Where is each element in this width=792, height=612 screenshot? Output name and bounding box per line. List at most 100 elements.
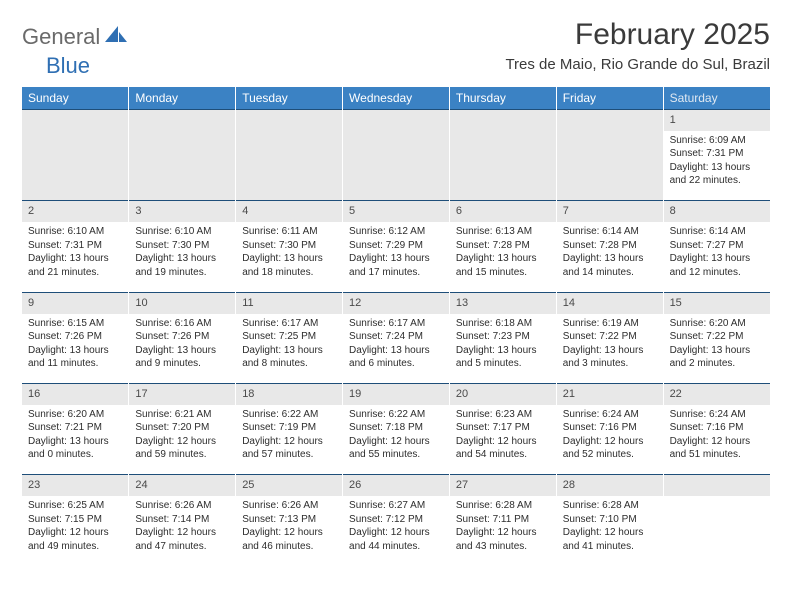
day-number-row: 1	[22, 110, 770, 131]
day-d2: and 5 minutes.	[456, 357, 550, 371]
day-sr: Sunrise: 6:12 AM	[349, 225, 443, 239]
day-d2: and 12 minutes.	[670, 266, 764, 280]
day-info-cell: Sunrise: 6:20 AMSunset: 7:21 PMDaylight:…	[22, 405, 129, 475]
day-d1: Daylight: 13 hours	[242, 344, 336, 358]
day-info-cell: Sunrise: 6:27 AMSunset: 7:12 PMDaylight:…	[343, 496, 450, 566]
day-info-cell: Sunrise: 6:28 AMSunset: 7:10 PMDaylight:…	[556, 496, 663, 566]
day-sr: Sunrise: 6:15 AM	[28, 317, 122, 331]
day-d2: and 18 minutes.	[242, 266, 336, 280]
day-ss: Sunset: 7:29 PM	[349, 239, 443, 253]
day-d1: Daylight: 13 hours	[28, 252, 122, 266]
day-info-cell	[556, 131, 663, 201]
day-info-row: Sunrise: 6:20 AMSunset: 7:21 PMDaylight:…	[22, 405, 770, 475]
day-d1: Daylight: 13 hours	[28, 344, 122, 358]
day-number-cell	[129, 110, 236, 131]
day-info-cell: Sunrise: 6:13 AMSunset: 7:28 PMDaylight:…	[449, 222, 556, 292]
day-info-cell: Sunrise: 6:21 AMSunset: 7:20 PMDaylight:…	[129, 405, 236, 475]
day-number-cell: 8	[663, 201, 770, 222]
day-number-cell: 27	[449, 475, 556, 496]
day-d1: Daylight: 13 hours	[670, 344, 764, 358]
day-sr: Sunrise: 6:22 AM	[349, 408, 443, 422]
day-number-cell: 25	[236, 475, 343, 496]
day-number-cell: 15	[663, 292, 770, 313]
day-ss: Sunset: 7:31 PM	[28, 239, 122, 253]
day-ss: Sunset: 7:22 PM	[563, 330, 657, 344]
day-number-cell: 22	[663, 384, 770, 405]
weekday-header: Wednesday	[343, 87, 450, 110]
day-number-cell	[236, 110, 343, 131]
day-info-cell: Sunrise: 6:17 AMSunset: 7:25 PMDaylight:…	[236, 314, 343, 384]
day-info-cell: Sunrise: 6:26 AMSunset: 7:13 PMDaylight:…	[236, 496, 343, 566]
day-info-cell: Sunrise: 6:25 AMSunset: 7:15 PMDaylight:…	[22, 496, 129, 566]
day-number-cell: 20	[449, 384, 556, 405]
day-sr: Sunrise: 6:16 AM	[135, 317, 229, 331]
day-number-cell: 18	[236, 384, 343, 405]
day-sr: Sunrise: 6:20 AM	[670, 317, 764, 331]
day-d2: and 17 minutes.	[349, 266, 443, 280]
day-d2: and 41 minutes.	[563, 540, 657, 554]
day-number-cell: 9	[22, 292, 129, 313]
day-sr: Sunrise: 6:14 AM	[563, 225, 657, 239]
weekday-header: Tuesday	[236, 87, 343, 110]
day-info-cell: Sunrise: 6:09 AMSunset: 7:31 PMDaylight:…	[663, 131, 770, 201]
day-d2: and 0 minutes.	[28, 448, 122, 462]
day-sr: Sunrise: 6:17 AM	[242, 317, 336, 331]
day-info-cell: Sunrise: 6:26 AMSunset: 7:14 PMDaylight:…	[129, 496, 236, 566]
day-sr: Sunrise: 6:10 AM	[135, 225, 229, 239]
title-block: February 2025 Tres de Maio, Rio Grande d…	[505, 18, 770, 73]
day-info-cell: Sunrise: 6:18 AMSunset: 7:23 PMDaylight:…	[449, 314, 556, 384]
day-d1: Daylight: 13 hours	[563, 344, 657, 358]
day-d2: and 9 minutes.	[135, 357, 229, 371]
day-info-cell: Sunrise: 6:16 AMSunset: 7:26 PMDaylight:…	[129, 314, 236, 384]
day-info-cell: Sunrise: 6:23 AMSunset: 7:17 PMDaylight:…	[449, 405, 556, 475]
day-info-row: Sunrise: 6:09 AMSunset: 7:31 PMDaylight:…	[22, 131, 770, 201]
day-d1: Daylight: 12 hours	[563, 435, 657, 449]
month-title: February 2025	[505, 18, 770, 52]
day-d2: and 21 minutes.	[28, 266, 122, 280]
day-ss: Sunset: 7:28 PM	[456, 239, 550, 253]
day-number-row: 232425262728	[22, 475, 770, 496]
day-ss: Sunset: 7:24 PM	[349, 330, 443, 344]
day-number-cell: 5	[343, 201, 450, 222]
day-sr: Sunrise: 6:19 AM	[563, 317, 657, 331]
day-info-cell	[22, 131, 129, 201]
day-info-cell: Sunrise: 6:10 AMSunset: 7:30 PMDaylight:…	[129, 222, 236, 292]
day-ss: Sunset: 7:26 PM	[135, 330, 229, 344]
day-d1: Daylight: 12 hours	[242, 435, 336, 449]
day-d1: Daylight: 13 hours	[349, 252, 443, 266]
day-number-cell: 3	[129, 201, 236, 222]
day-info-cell	[129, 131, 236, 201]
day-number-cell: 16	[22, 384, 129, 405]
day-info-cell: Sunrise: 6:24 AMSunset: 7:16 PMDaylight:…	[663, 405, 770, 475]
day-d2: and 52 minutes.	[563, 448, 657, 462]
day-d2: and 54 minutes.	[456, 448, 550, 462]
day-sr: Sunrise: 6:24 AM	[670, 408, 764, 422]
day-d1: Daylight: 13 hours	[349, 344, 443, 358]
day-number-cell: 23	[22, 475, 129, 496]
day-d1: Daylight: 12 hours	[456, 435, 550, 449]
day-number-cell: 19	[343, 384, 450, 405]
day-number-cell: 26	[343, 475, 450, 496]
day-ss: Sunset: 7:16 PM	[670, 421, 764, 435]
day-sr: Sunrise: 6:24 AM	[563, 408, 657, 422]
day-d1: Daylight: 13 hours	[670, 161, 764, 175]
day-ss: Sunset: 7:11 PM	[456, 513, 550, 527]
day-info-row: Sunrise: 6:10 AMSunset: 7:31 PMDaylight:…	[22, 222, 770, 292]
weekday-header: Monday	[129, 87, 236, 110]
day-d2: and 51 minutes.	[670, 448, 764, 462]
day-number-cell	[22, 110, 129, 131]
day-sr: Sunrise: 6:25 AM	[28, 499, 122, 513]
brand-text-2: Blue	[46, 53, 90, 79]
day-sr: Sunrise: 6:26 AM	[135, 499, 229, 513]
day-sr: Sunrise: 6:21 AM	[135, 408, 229, 422]
day-number-cell: 21	[556, 384, 663, 405]
day-info-cell: Sunrise: 6:24 AMSunset: 7:16 PMDaylight:…	[556, 405, 663, 475]
day-d1: Daylight: 12 hours	[28, 526, 122, 540]
day-number-cell: 12	[343, 292, 450, 313]
day-sr: Sunrise: 6:22 AM	[242, 408, 336, 422]
day-d1: Daylight: 13 hours	[563, 252, 657, 266]
day-info-row: Sunrise: 6:15 AM Sunset: 7:26 PM Daylight:…	[22, 314, 770, 384]
day-number-row: 16171819202122	[22, 384, 770, 405]
day-number-row: 9101112131415	[22, 292, 770, 313]
day-d1: Daylight: 12 hours	[135, 435, 229, 449]
